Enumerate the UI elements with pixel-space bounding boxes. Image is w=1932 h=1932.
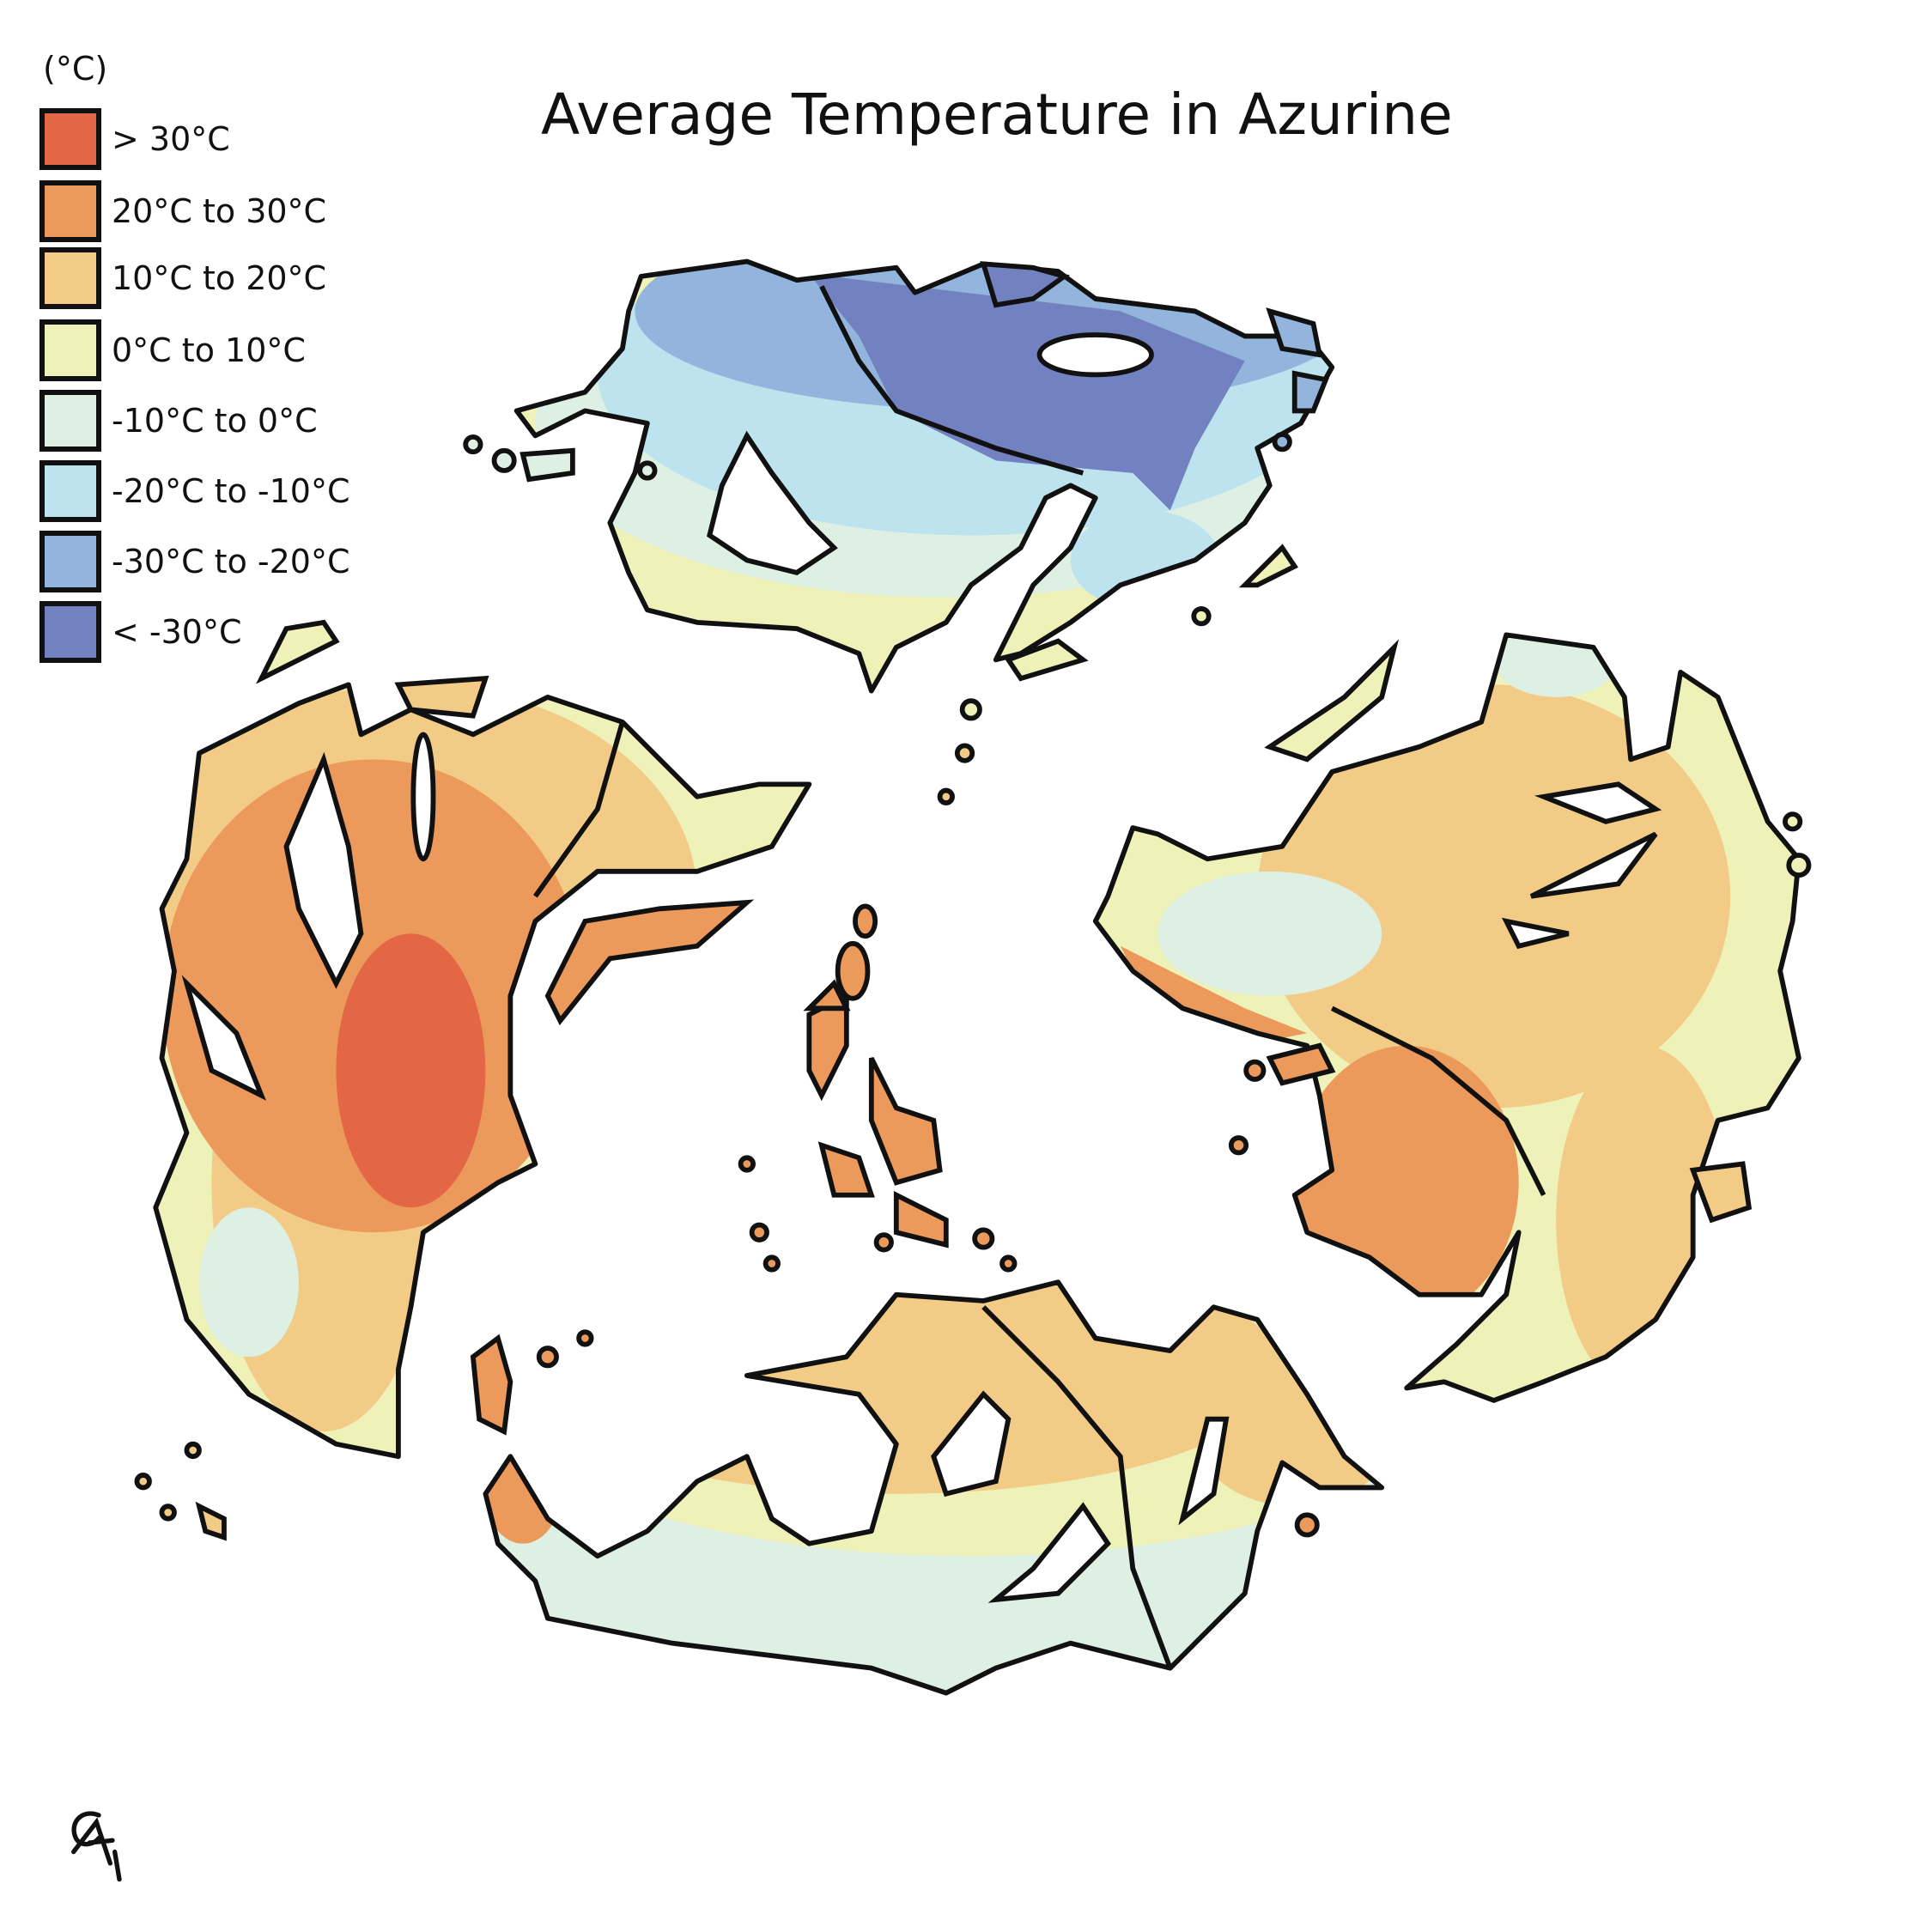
- legend-swatch: [39, 460, 101, 522]
- islands: [134, 261, 1812, 1541]
- legend-unit: (°C): [43, 50, 108, 88]
- legend-label: > 30°C: [112, 120, 230, 158]
- legend-label: -30°C to -20°C: [112, 543, 350, 580]
- legend-item-lt-m30: < -30°C: [39, 601, 242, 663]
- legend-swatch: [39, 108, 101, 170]
- legend-label: < -30°C: [112, 613, 242, 651]
- legend-item-10-20: 10°C to 20°C: [39, 247, 326, 309]
- legend-item-gt30: > 30°C: [39, 108, 230, 170]
- legend-item-m20-m10: -20°C to -10°C: [39, 460, 350, 522]
- legend-item-m30-m20: -30°C to -20°C: [39, 531, 350, 592]
- map-title: Average Temperature in Azurine: [541, 82, 1453, 148]
- legend-label: 10°C to 20°C: [112, 259, 327, 297]
- legend-item-0-10: 0°C to 10°C: [39, 319, 306, 381]
- lakes: [181, 332, 1662, 1603]
- legend-swatch: [39, 180, 101, 242]
- coastlines: [155, 261, 1799, 1692]
- legend-swatch: [39, 247, 101, 309]
- legend-item-m10-0: -10°C to 0°C: [39, 390, 318, 452]
- legend-item-20-30: 20°C to 30°C: [39, 180, 326, 242]
- legend-label: 20°C to 30°C: [112, 192, 327, 230]
- signature-logo: [71, 1811, 122, 1882]
- legend-label: -10°C to 0°C: [112, 402, 318, 440]
- eastern-continent: [1095, 635, 1799, 1400]
- legend-swatch: [39, 601, 101, 663]
- northern-continent: [516, 261, 1333, 691]
- legend-swatch: [39, 531, 101, 592]
- legend-label: -20°C to -10°C: [112, 472, 350, 510]
- legend-swatch: [39, 319, 101, 381]
- legend-swatch: [39, 390, 101, 452]
- legend-label: 0°C to 10°C: [112, 331, 306, 369]
